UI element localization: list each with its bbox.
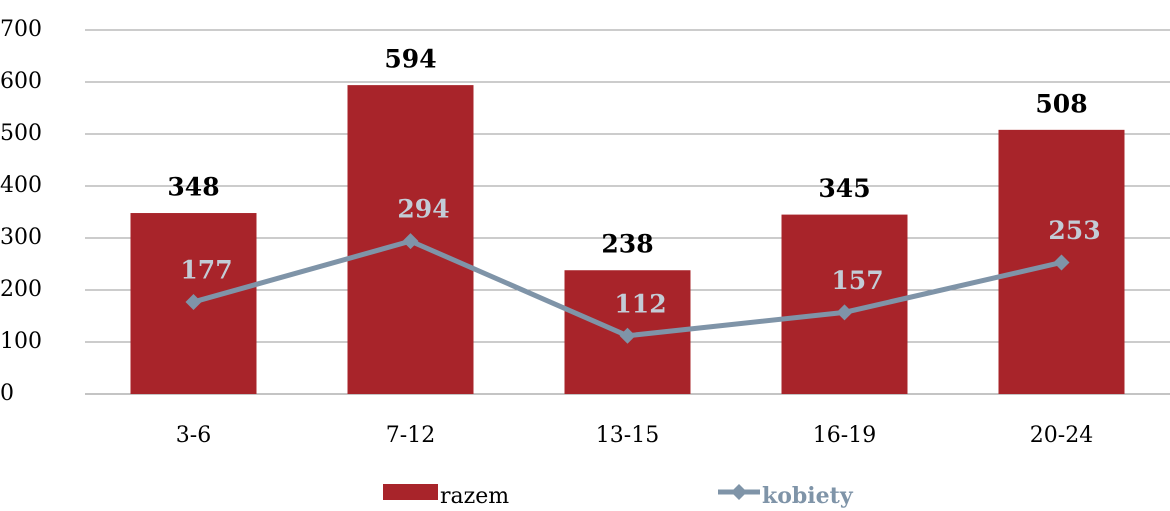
y-tick-label: 500 [0,121,42,146]
line-value-label: 294 [397,195,449,224]
y-tick-label: 100 [0,329,42,354]
y-tick-label: 0 [0,381,14,406]
line-marker [619,327,636,344]
bar-value-label: 345 [818,174,870,203]
bar-value-label: 238 [601,230,653,259]
x-tick-label: 16-19 [813,423,876,448]
y-tick-label: 700 [0,17,42,42]
y-tick-label: 600 [0,69,42,94]
y-tick-label: 200 [0,277,42,302]
legend-swatch [383,484,438,500]
y-tick-label: 400 [0,173,42,198]
x-tick-label: 3-6 [176,423,211,448]
bar-value-label: 594 [384,45,436,74]
line-marker [402,233,419,250]
line-marker [836,304,853,321]
line-marker [1053,254,1070,271]
bar-value-label: 348 [167,173,219,202]
line-marker [185,293,202,310]
line-value-label: 112 [614,289,666,318]
x-tick-label: 7-12 [386,423,435,448]
legend-marker [731,484,747,500]
line-value-label: 177 [180,255,232,284]
line-value-label: 157 [831,266,883,295]
legend-label: razem [440,484,509,509]
y-tick-label: 300 [0,225,42,250]
bar-value-label: 508 [1035,89,1087,118]
legend-label: kobiety [762,483,854,509]
line-value-label: 253 [1048,216,1100,245]
x-tick-label: 20-24 [1030,423,1093,448]
x-tick-label: 13-15 [596,423,659,448]
